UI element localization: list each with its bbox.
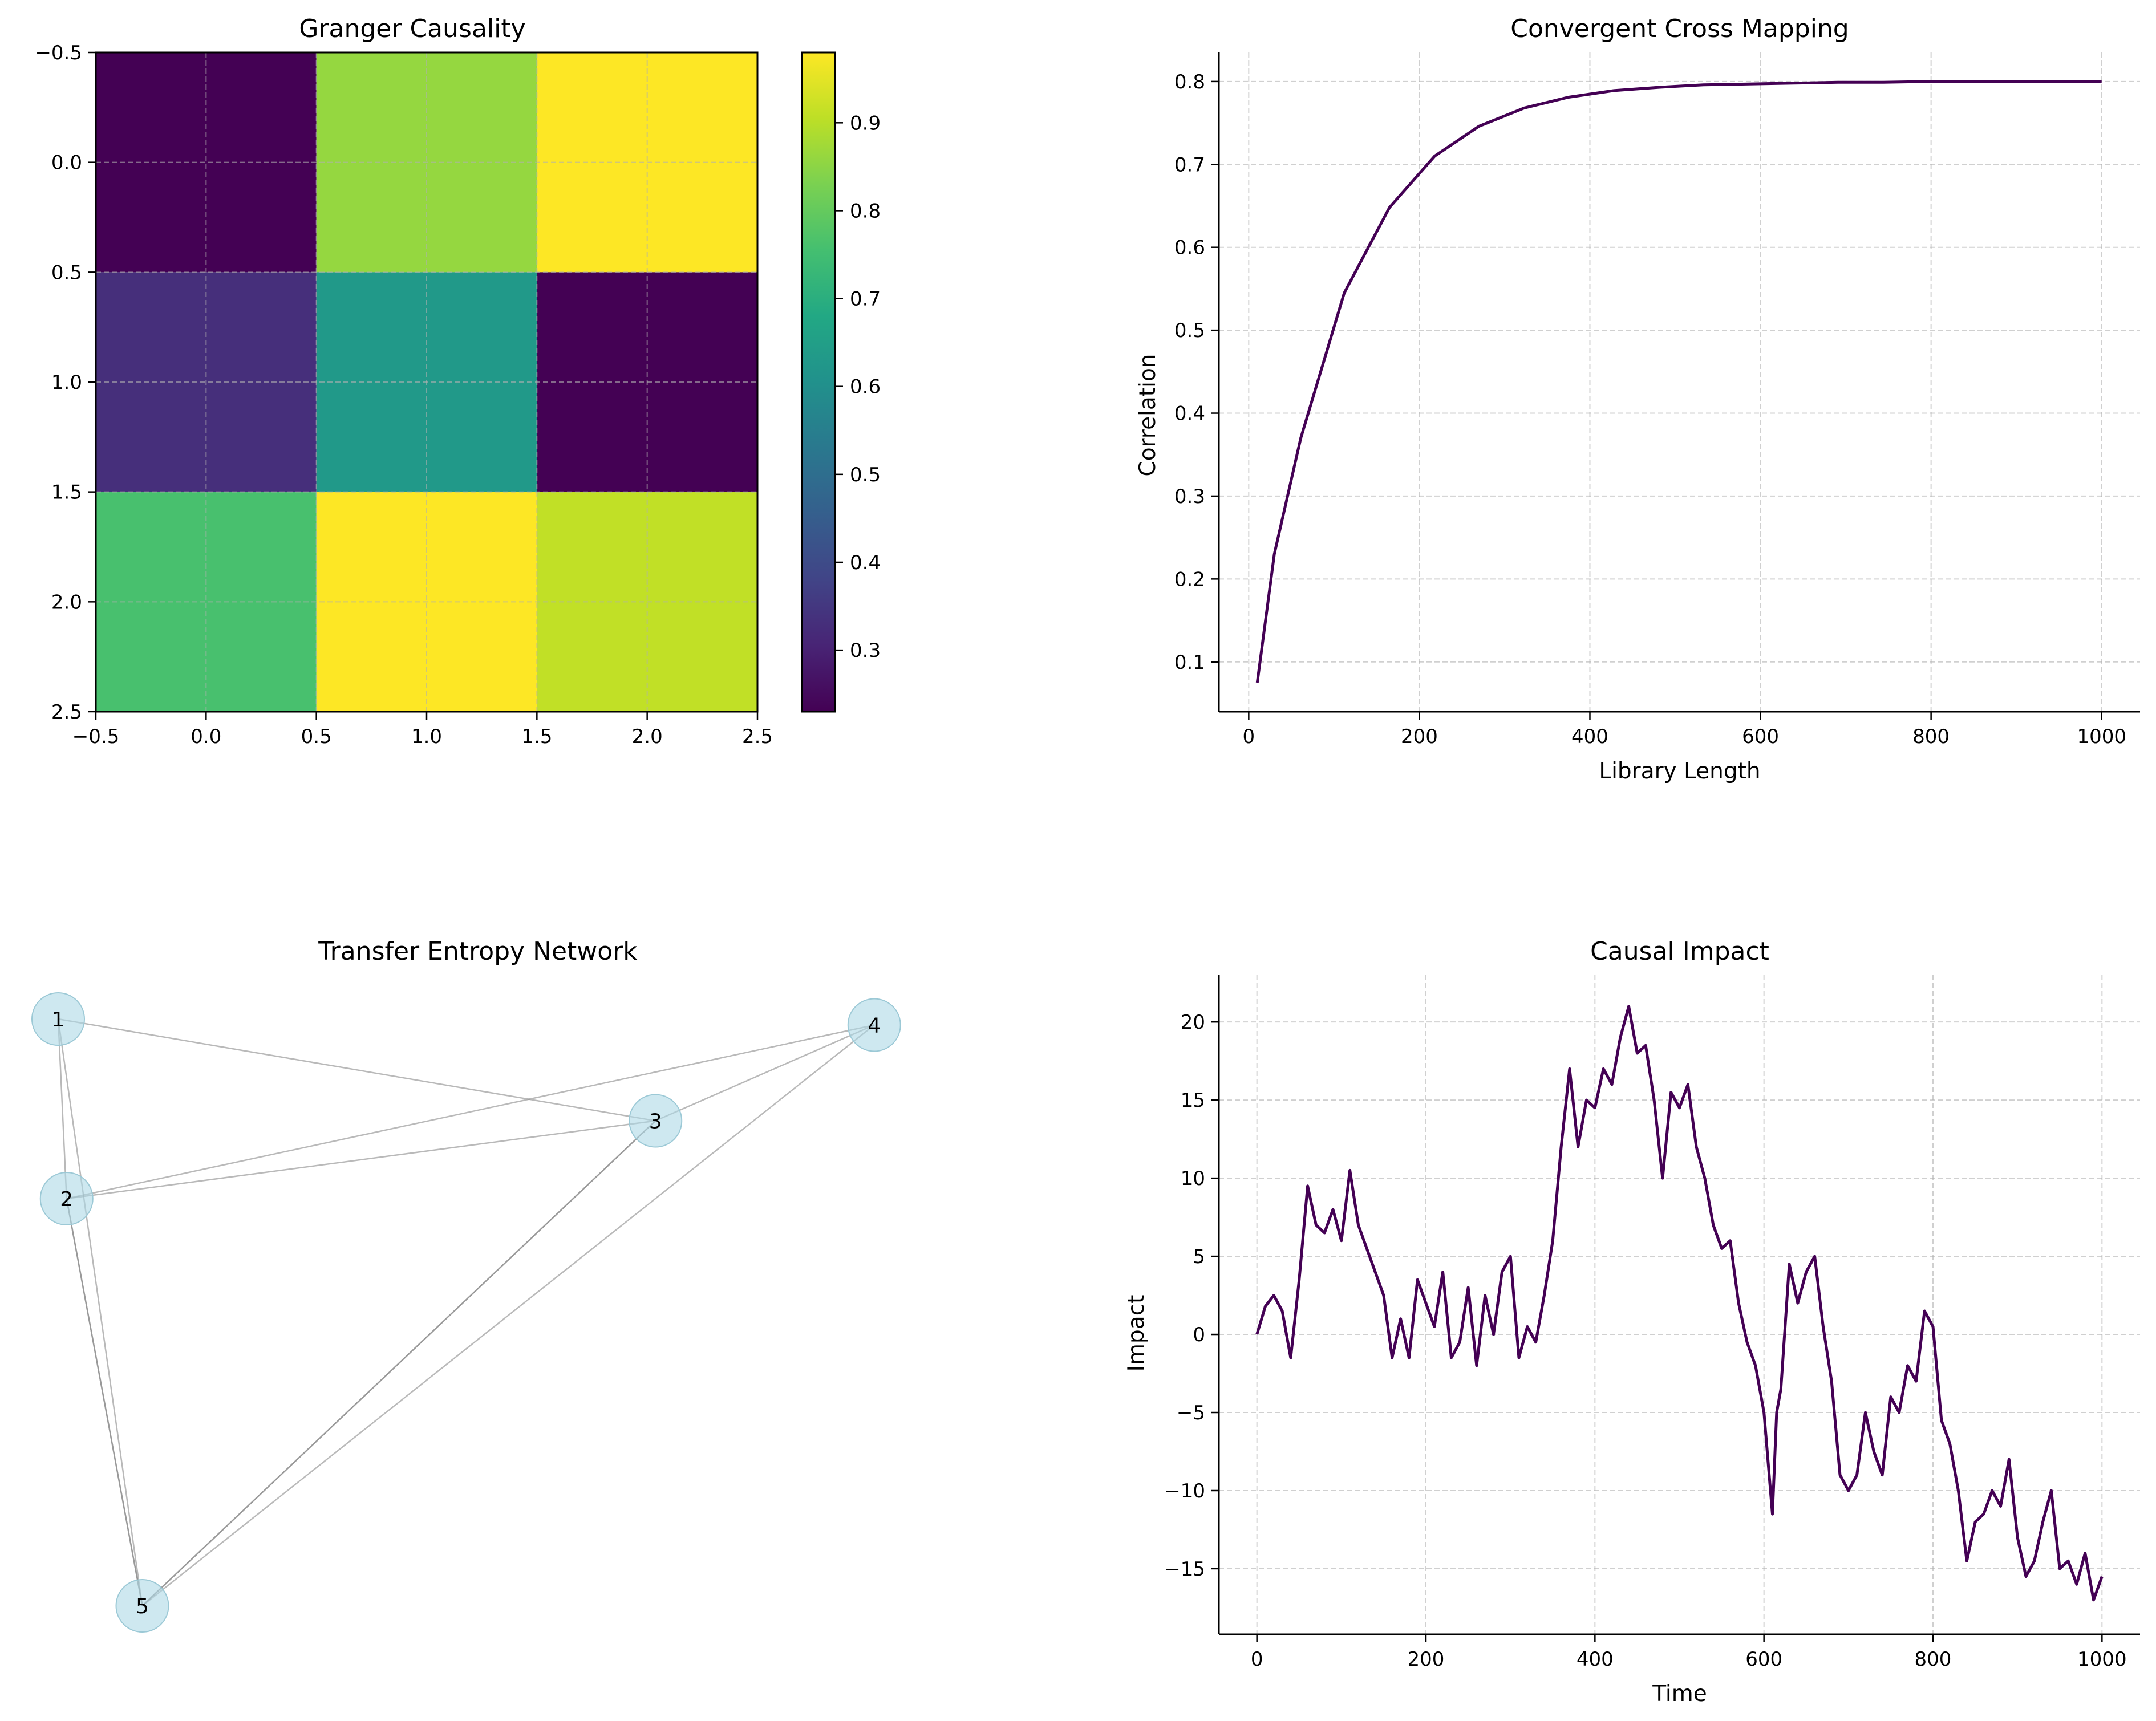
network-panel: Transfer Entropy Network 1 2 3 4 5 — [31, 937, 901, 1633]
ccm-title: Convergent Cross Mapping — [1510, 14, 1849, 43]
heatmap-x-tick-label: 1.0 — [411, 725, 442, 748]
ccm-ylabel: Correlation — [1135, 354, 1161, 476]
impact-x-ticks: 0 200 400 600 800 1000 — [1251, 1634, 2127, 1671]
x-tick-label: 200 — [1408, 1648, 1445, 1671]
network-edge — [66, 1198, 143, 1606]
y-tick-label: 20 — [1181, 1011, 1205, 1034]
x-tick-label: 800 — [1912, 725, 1950, 748]
ccm-xlabel: Library Length — [1599, 758, 1760, 784]
network-edge — [141, 1024, 875, 1606]
colorbar-gradient — [801, 51, 836, 713]
impact-grid — [1219, 975, 2140, 1634]
impact-ylabel: Impact — [1124, 1295, 1149, 1372]
ccm-panel: Convergent Cross Mapping 0 200 400 600 800 10… — [1135, 14, 2140, 784]
colorbar-tick-label: 0.6 — [850, 376, 881, 399]
network-node — [629, 1094, 683, 1148]
network-node — [115, 1579, 169, 1633]
heatmap-y-tick-label: −0.5 — [35, 42, 82, 64]
network-node — [31, 992, 85, 1046]
granger-heatmap-panel: Granger Causality −0.5 0.0 0.5 1.0 1.5 2.0 2.5… — [35, 14, 881, 748]
heatmap-x-ticks: −0.5 0.0 0.5 1.0 1.5 2.0 2.5 — [72, 712, 773, 748]
x-tick-label: 200 — [1401, 725, 1438, 748]
impact-y-ticks: −15 −10 −5 0 5 10 15 20 — [1164, 1011, 1219, 1581]
ccm-y-ticks: 0.1 0.2 0.3 0.4 0.5 0.6 0.7 0.8 — [1174, 71, 1219, 674]
ccm-grid — [1219, 52, 2140, 712]
x-tick-label: 0 — [1251, 1648, 1263, 1671]
heatmap-x-tick-label: −0.5 — [72, 725, 120, 748]
y-tick-label: 5 — [1193, 1245, 1205, 1268]
heatmap-y-tick-label: 1.5 — [51, 481, 82, 504]
colorbar-tick-label: 0.5 — [850, 464, 881, 486]
y-tick-label: 10 — [1181, 1167, 1205, 1190]
impact-panel: Causal Impact 0 200 400 600 800 1000 −15−10−5… — [1124, 937, 2140, 1707]
network-edges — [57, 1018, 875, 1606]
x-tick-label: 1000 — [2077, 1648, 2127, 1671]
network-edge — [57, 1018, 67, 1199]
y-tick-label: −10 — [1164, 1480, 1205, 1503]
colorbar-tick-label: 0.3 — [850, 639, 881, 662]
heatmap-x-tick-label: 1.5 — [521, 725, 552, 748]
heatmap-x-tick-label: 0.5 — [301, 725, 332, 748]
heatmap-x-tick-label: 0.0 — [191, 725, 221, 748]
x-tick-label: 400 — [1577, 1648, 1614, 1671]
y-tick-label: 0.7 — [1174, 153, 1205, 176]
network-title: Transfer Entropy Network — [318, 937, 638, 966]
network-node-label: 3 — [649, 1110, 662, 1134]
y-tick-label: 0.4 — [1174, 403, 1205, 425]
colorbar-tick-label: 0.9 — [850, 112, 881, 135]
network-node-label: 5 — [136, 1595, 149, 1618]
network-nodes: 1 2 3 4 5 — [31, 992, 901, 1633]
network-edge — [58, 1018, 656, 1122]
impact-series-line — [1255, 1005, 2104, 1602]
network-edge — [66, 1024, 875, 1200]
network-edge — [655, 1024, 875, 1122]
y-tick-label: 0.8 — [1174, 71, 1205, 94]
network-edge — [141, 1120, 656, 1606]
heatmap-x-tick-label: 2.0 — [632, 725, 663, 748]
y-tick-label: −15 — [1164, 1558, 1205, 1581]
colorbar-tick-label: 0.4 — [850, 551, 881, 574]
colorbar-tick-label: 0.7 — [850, 288, 881, 311]
y-tick-label: −5 — [1177, 1402, 1205, 1424]
heatmap-frame — [95, 51, 759, 713]
heatmap-y-tick-label: 0.0 — [51, 152, 82, 174]
colorbar-ticks: 0.3 0.4 0.5 0.6 0.7 0.8 0.9 — [835, 112, 881, 662]
x-tick-label: 400 — [1571, 725, 1608, 748]
y-tick-label: 15 — [1181, 1089, 1205, 1112]
x-tick-label: 600 — [1745, 1648, 1782, 1671]
heatmap-y-ticks: −0.5 0.0 0.5 1.0 1.5 2.0 2.5 — [35, 42, 96, 724]
impact-title: Causal Impact — [1590, 937, 1769, 966]
heatmap-y-tick-label: 2.5 — [51, 701, 82, 724]
heatmap-y-tick-label: 2.0 — [51, 591, 82, 614]
heatmap-x-tick-label: 2.5 — [742, 725, 773, 748]
y-tick-label: 0.2 — [1174, 568, 1205, 591]
heatmap-y-tick-label: 1.0 — [51, 371, 82, 394]
x-tick-label: 800 — [1915, 1648, 1952, 1671]
network-node — [39, 1172, 94, 1225]
y-tick-label: 0.5 — [1174, 319, 1205, 342]
heatmap-y-tick-label: 0.5 — [51, 261, 82, 284]
impact-xlabel: Time — [1652, 1681, 1707, 1707]
colorbar: 0.3 0.4 0.5 0.6 0.7 0.8 0.9 — [801, 51, 881, 713]
y-tick-label: 0.3 — [1174, 485, 1205, 508]
x-tick-label: 0 — [1243, 725, 1255, 748]
x-tick-label: 600 — [1742, 725, 1779, 748]
network-node-label: 4 — [868, 1014, 881, 1038]
network-edge — [57, 1018, 143, 1606]
ccm-series-line — [1255, 80, 2102, 683]
network-edge — [66, 1120, 656, 1200]
y-tick-label: 0.6 — [1174, 237, 1205, 259]
x-tick-label: 1000 — [2077, 725, 2126, 748]
granger-title: Granger Causality — [299, 14, 525, 43]
network-node — [847, 998, 901, 1052]
network-node-label: 2 — [60, 1188, 73, 1211]
ccm-x-ticks: 0 200 400 600 800 1000 — [1243, 712, 2126, 748]
colorbar-tick-label: 0.8 — [850, 200, 881, 222]
y-tick-label: 0.1 — [1174, 651, 1205, 674]
network-node-label: 1 — [52, 1008, 65, 1032]
y-tick-label: 0 — [1193, 1324, 1205, 1346]
